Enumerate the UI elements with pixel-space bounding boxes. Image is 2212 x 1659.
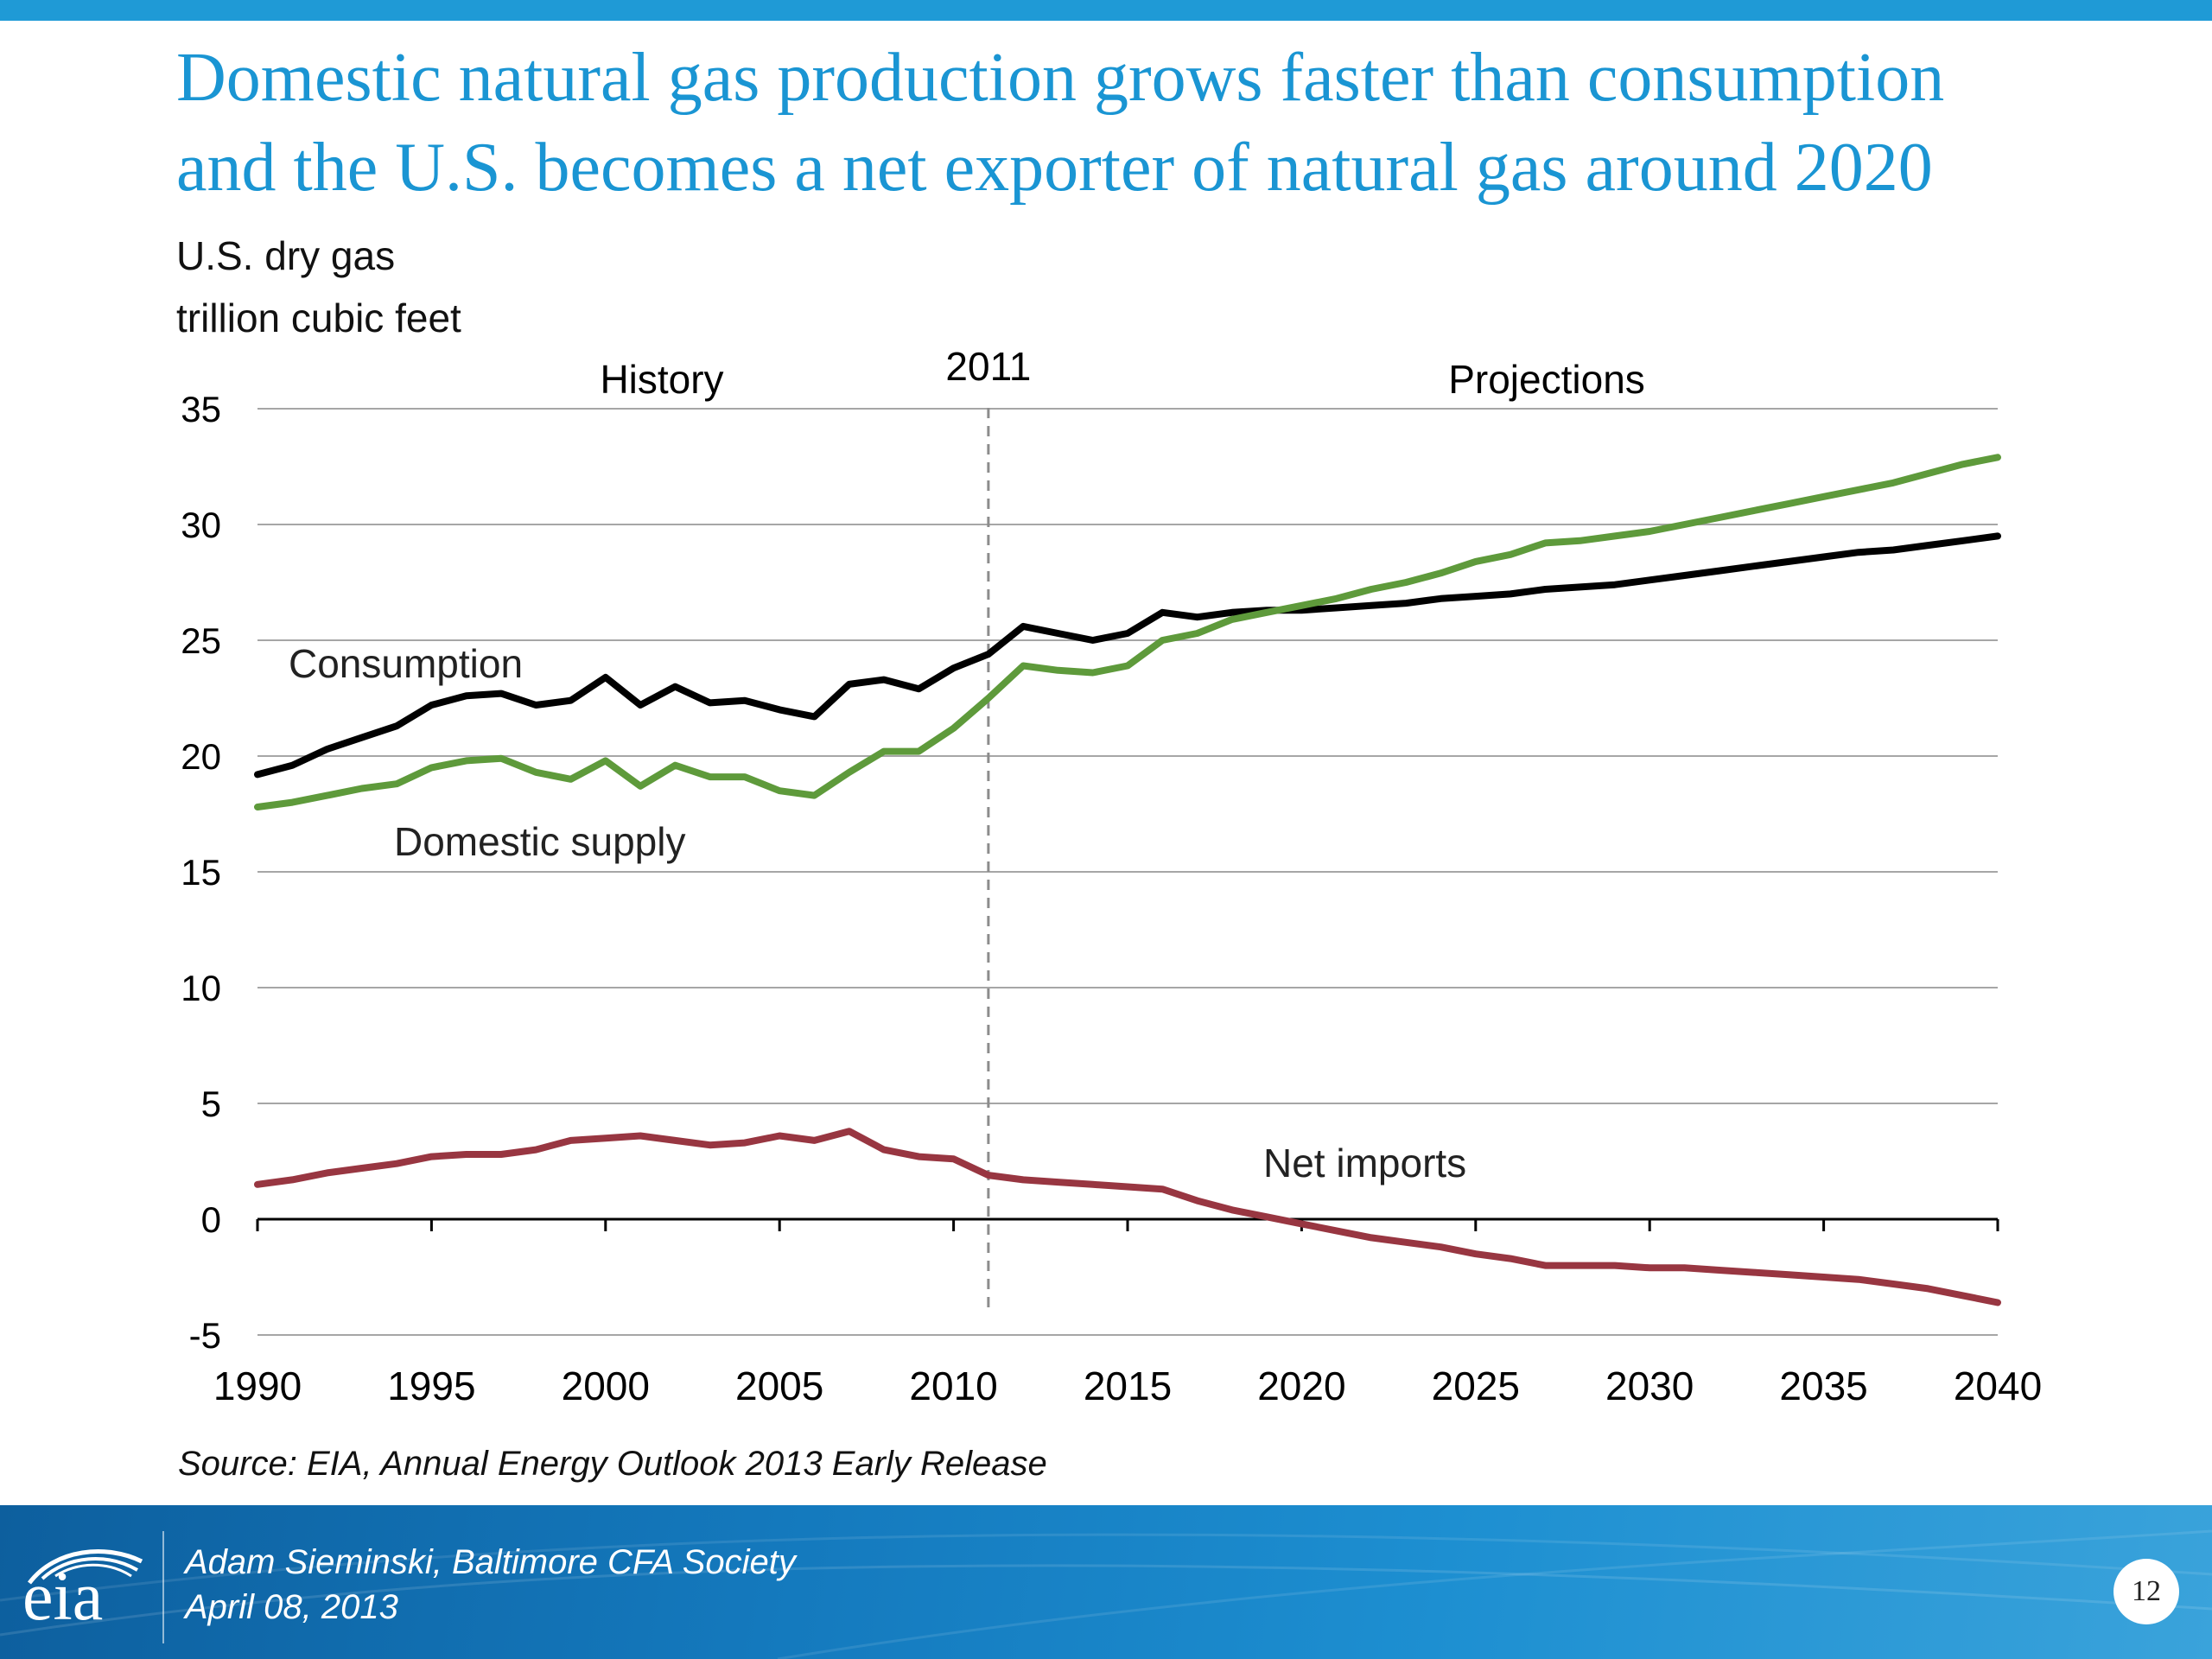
slide-title-line-1: Domestic natural gas production grows fa… bbox=[176, 40, 1945, 116]
x-tick-label: 2030 bbox=[1605, 1363, 1694, 1408]
slide-title-line-2: and the U.S. becomes a net exporter of n… bbox=[176, 130, 1933, 206]
x-tick-label: 2025 bbox=[1432, 1363, 1520, 1408]
y-tick-label: 25 bbox=[181, 620, 221, 661]
footer-swoosh-decoration bbox=[0, 1529, 2212, 1659]
x-tick-label: 2005 bbox=[735, 1363, 823, 1408]
presenter-info: Adam Sieminski, Baltimore CFA Society Ap… bbox=[185, 1540, 796, 1630]
unit-label-line-1: U.S. dry gas bbox=[176, 233, 396, 278]
y-tick-label: 0 bbox=[201, 1199, 221, 1240]
unit-label: U.S. dry gas trillion cubic feet bbox=[176, 225, 461, 349]
x-tick-label: 1990 bbox=[213, 1363, 302, 1408]
eia-logo-text: eia bbox=[22, 1559, 104, 1635]
top-accent-bar bbox=[0, 0, 2212, 21]
footer-band: eia Adam Sieminski, Baltimore CFA Societ… bbox=[0, 1505, 2212, 1659]
eia-arcs-icon bbox=[28, 1549, 143, 1585]
y-tick-label: -5 bbox=[189, 1315, 221, 1356]
series-line-domestic-supply bbox=[254, 454, 2001, 810]
x-tick-label: 2010 bbox=[909, 1363, 997, 1408]
divider-group: 2011 History Projections bbox=[600, 344, 1645, 1309]
source-note: Source: EIA, Annual Energy Outlook 2013 … bbox=[178, 1445, 1047, 1483]
grid-lines bbox=[257, 408, 1998, 1336]
x-tick-label: 2040 bbox=[1954, 1363, 2042, 1408]
x-tick-label: 2000 bbox=[562, 1363, 650, 1408]
label-group: Consumption Domestic supply Net imports bbox=[289, 641, 1466, 1185]
x-tick-label: 2015 bbox=[1084, 1363, 1172, 1408]
presentation-date: April 08, 2013 bbox=[185, 1588, 398, 1626]
x-tick-label: 2035 bbox=[1779, 1363, 1867, 1408]
presenter-name: Adam Sieminski, Baltimore CFA Society bbox=[185, 1543, 796, 1581]
divider-year-label: 2011 bbox=[945, 344, 1031, 389]
series-label-domestic-supply: Domestic supply bbox=[394, 819, 685, 864]
series-label-net-imports: Net imports bbox=[1263, 1141, 1466, 1185]
y-tick-label: 30 bbox=[181, 505, 221, 545]
projections-label: Projections bbox=[1448, 357, 1645, 402]
x-tick-label: 1995 bbox=[387, 1363, 475, 1408]
series-label-consumption: Consumption bbox=[289, 641, 523, 686]
y-tick-label: 15 bbox=[181, 852, 221, 893]
y-tick-label: 10 bbox=[181, 968, 221, 1008]
history-label: History bbox=[600, 357, 723, 402]
x-tick-label: 2020 bbox=[1257, 1363, 1345, 1408]
series-line-consumption bbox=[254, 532, 2001, 779]
y-tick-label: 20 bbox=[181, 736, 221, 777]
series-group bbox=[254, 454, 2001, 1306]
series-line-net-imports bbox=[254, 1128, 2001, 1306]
footer-divider bbox=[162, 1531, 164, 1643]
slide-title: Domestic natural gas production grows fa… bbox=[176, 33, 2164, 213]
y-tick-label: 35 bbox=[181, 389, 221, 429]
y-tick-label: 5 bbox=[201, 1084, 221, 1124]
page-number-badge: 12 bbox=[2113, 1559, 2179, 1624]
unit-label-line-2: trillion cubic feet bbox=[176, 296, 461, 340]
